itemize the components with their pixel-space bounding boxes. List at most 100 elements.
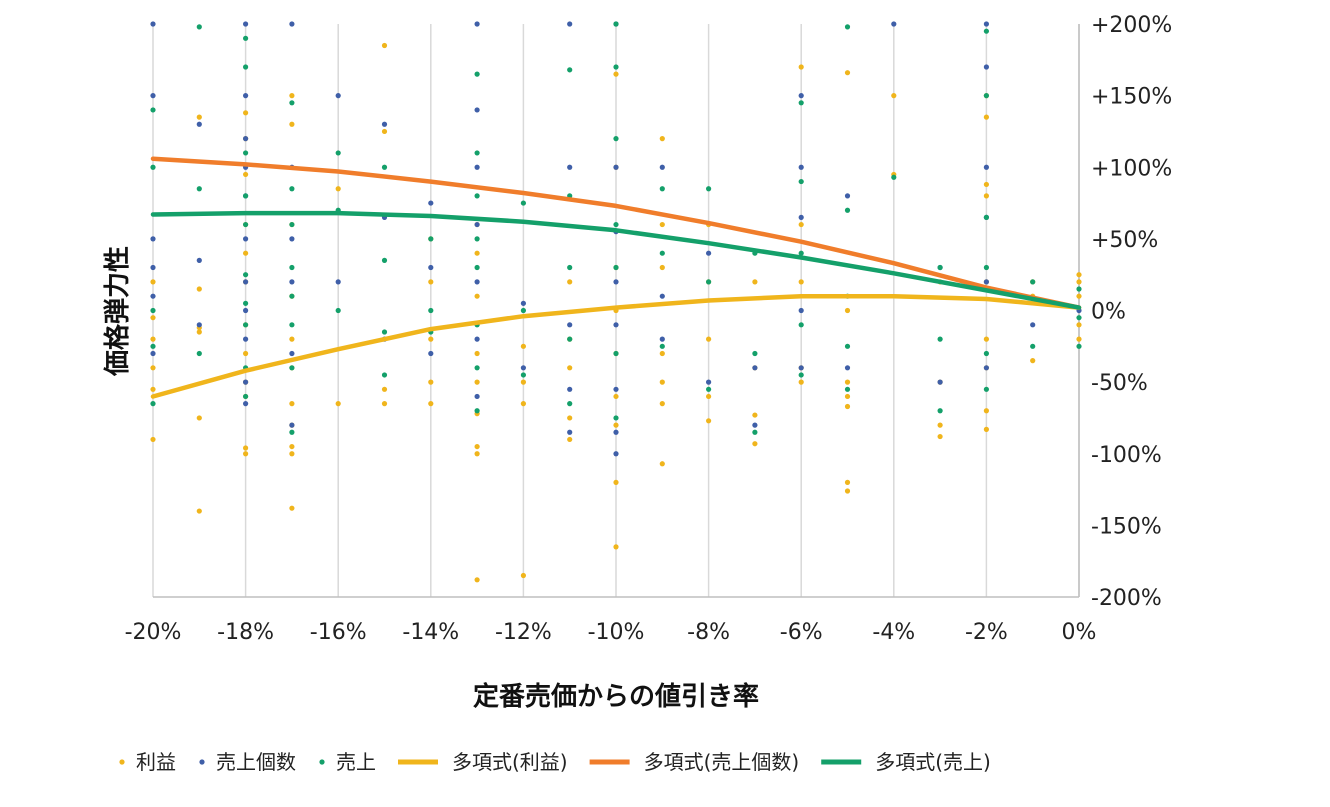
scatter-point-series-1 bbox=[567, 386, 573, 392]
scatter-point-series-0 bbox=[659, 136, 665, 142]
legend-swatch bbox=[119, 759, 125, 765]
scatter-point-series-1 bbox=[844, 193, 851, 199]
scatter-point-series-1 bbox=[474, 336, 480, 342]
scatter-point-series-2 bbox=[196, 24, 202, 30]
scatter-point-series-2 bbox=[243, 322, 249, 328]
scatter-point-series-2 bbox=[335, 307, 341, 314]
scatter-point-series-0 bbox=[289, 443, 295, 450]
scatter-point-series-0 bbox=[659, 379, 665, 385]
scatter-point-series-1 bbox=[752, 365, 758, 371]
scatter-point-series-2 bbox=[381, 372, 388, 378]
scatter-point-series-1 bbox=[983, 279, 990, 285]
scatter-point-series-2 bbox=[613, 350, 619, 357]
scatter-point-series-0 bbox=[428, 379, 434, 385]
scatter-point-series-0 bbox=[891, 93, 897, 99]
scatter-point-series-0 bbox=[150, 365, 156, 371]
scatter-point-series-2 bbox=[243, 300, 249, 306]
scatter-point-series-2 bbox=[289, 429, 295, 435]
scatter-point-series-2 bbox=[613, 264, 619, 271]
scatter-point-series-1 bbox=[983, 365, 990, 371]
scatter-point-series-1 bbox=[243, 401, 249, 407]
scatter-point-series-2 bbox=[474, 193, 480, 199]
scatter-point-series-2 bbox=[289, 322, 295, 328]
x-tick-label: -18% bbox=[217, 620, 274, 645]
scatter-point-series-1 bbox=[428, 350, 434, 357]
scatter-point-series-0 bbox=[474, 250, 480, 256]
scatter-point-series-0 bbox=[983, 114, 990, 120]
scatter-point-series-2 bbox=[706, 279, 712, 285]
scatter-point-series-0 bbox=[289, 336, 295, 342]
scatter-point-series-0 bbox=[844, 479, 851, 485]
x-tick-label: -14% bbox=[402, 620, 459, 645]
scatter-point-series-1 bbox=[798, 214, 804, 220]
scatter-point-series-0 bbox=[613, 71, 619, 77]
scatter-point-series-2 bbox=[150, 107, 156, 113]
scatter-point-series-2 bbox=[1076, 315, 1082, 321]
scatter-point-series-2 bbox=[520, 307, 527, 314]
scatter-point-series-0 bbox=[706, 393, 712, 400]
scatter-point-series-2 bbox=[289, 221, 295, 228]
scatter-point-series-1 bbox=[659, 336, 665, 342]
scatter-point-series-2 bbox=[937, 264, 943, 271]
y-axis-title: 価格弾力性 bbox=[102, 246, 133, 377]
scatter-point-series-1 bbox=[243, 336, 249, 342]
scatter-point-series-1 bbox=[891, 21, 897, 27]
scatter-point-series-2 bbox=[659, 186, 665, 192]
scatter-point-series-2 bbox=[659, 250, 665, 256]
scatter-point-series-0 bbox=[474, 379, 480, 385]
scatter-point-series-1 bbox=[150, 236, 156, 242]
scatter-point-series-1 bbox=[613, 451, 619, 457]
scatter-point-series-0 bbox=[474, 451, 480, 457]
x-tick-label: -4% bbox=[872, 620, 915, 645]
scatter-point-series-2 bbox=[243, 272, 249, 278]
x-tick-label: 0% bbox=[1062, 620, 1097, 645]
scatter-point-series-1 bbox=[428, 264, 434, 271]
scatter-point-series-0 bbox=[798, 221, 804, 228]
x-tick-label: -16% bbox=[310, 620, 367, 645]
legend-item: 利益 bbox=[119, 750, 176, 774]
x-tick-label: -8% bbox=[687, 620, 730, 645]
scatter-point-series-0 bbox=[381, 128, 388, 135]
scatter-point-series-2 bbox=[1030, 279, 1036, 285]
scatter-point-series-0 bbox=[659, 401, 665, 407]
scatter-point-series-2 bbox=[567, 264, 573, 271]
scatter-point-series-0 bbox=[289, 401, 295, 407]
y-tick-label: -100% bbox=[1091, 443, 1162, 468]
scatter-point-series-1 bbox=[381, 121, 388, 127]
trend-line-series-3 bbox=[150, 293, 1082, 399]
scatter-point-series-1 bbox=[983, 64, 990, 70]
scatter-point-series-0 bbox=[150, 436, 156, 443]
scatter-point-series-0 bbox=[520, 401, 527, 407]
scatter-point-series-0 bbox=[798, 379, 804, 385]
scatter-point-series-2 bbox=[520, 372, 527, 378]
scatter-point-series-1 bbox=[983, 21, 990, 27]
scatter-point-series-0 bbox=[243, 110, 249, 116]
scatter-point-series-1 bbox=[150, 93, 156, 99]
scatter-point-series-2 bbox=[798, 372, 804, 378]
scatter-point-series-0 bbox=[289, 121, 295, 127]
legend-label: 多項式(売上) bbox=[875, 750, 991, 774]
scatter-point-series-1 bbox=[243, 279, 249, 285]
trend-line-series-4 bbox=[150, 156, 1082, 310]
scatter-point-series-1 bbox=[613, 386, 619, 392]
scatter-point-series-2 bbox=[243, 35, 249, 41]
scatter-point-series-1 bbox=[428, 200, 434, 206]
scatter-point-series-2 bbox=[844, 207, 851, 213]
scatter-point-series-2 bbox=[243, 150, 249, 156]
scatter-point-series-2 bbox=[289, 186, 295, 192]
scatter-point-series-1 bbox=[983, 164, 990, 170]
scatter-point-series-2 bbox=[381, 257, 388, 263]
scatter-point-series-2 bbox=[150, 307, 156, 314]
scatter-point-series-0 bbox=[844, 393, 851, 400]
scatter-point-series-1 bbox=[289, 236, 295, 242]
scatter-point-series-1 bbox=[567, 21, 573, 27]
scatter-point-series-2 bbox=[428, 236, 434, 242]
scatter-point-series-0 bbox=[567, 436, 573, 443]
scatter-point-series-2 bbox=[243, 221, 249, 228]
scatter-point-series-0 bbox=[150, 386, 156, 392]
x-tick-label: -20% bbox=[125, 620, 182, 645]
scatter-point-series-2 bbox=[983, 28, 990, 34]
scatter-point-series-1 bbox=[335, 279, 341, 285]
scatter-point-series-2 bbox=[520, 200, 527, 206]
